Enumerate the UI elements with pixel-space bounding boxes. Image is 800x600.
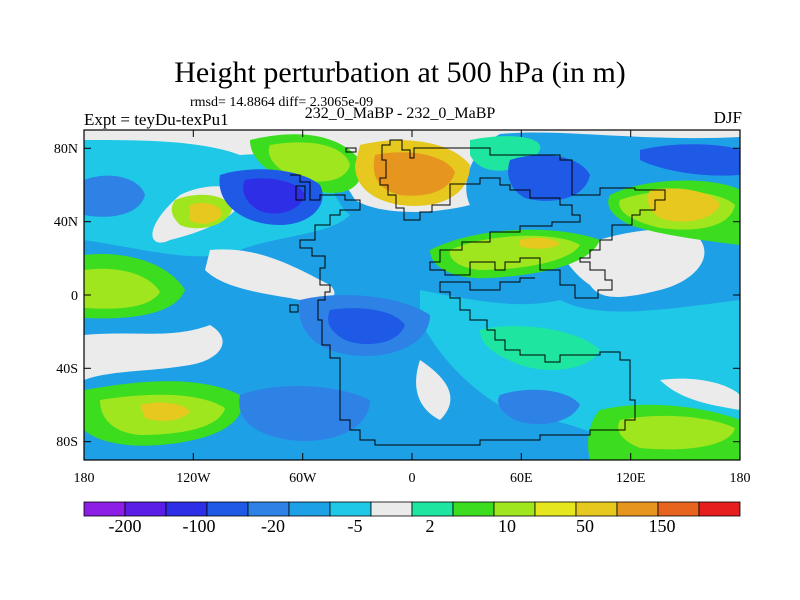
colorbar-swatch	[247, 501, 290, 517]
colorbar-swatch	[411, 501, 454, 517]
y-tick-label: 40N	[54, 215, 78, 230]
colorbar-swatch	[288, 501, 331, 517]
region-white-c	[84, 325, 223, 380]
region-yellow-ne	[647, 188, 720, 222]
y-tick-labels: 80N 40N 0 40S 80S	[54, 142, 78, 450]
region-green-s1	[480, 326, 600, 370]
colorbar-swatch	[124, 501, 167, 517]
colorbar-swatch	[698, 501, 741, 517]
colorbar-label: -200	[109, 516, 142, 536]
region-blue-c2	[328, 308, 405, 345]
region-white-b	[205, 249, 335, 302]
stats-line: rmsd= 14.8864 diff= 2.3065e-09	[190, 95, 374, 110]
region-yellow-e	[520, 237, 560, 249]
colorbar-swatch	[616, 501, 659, 517]
y-tick-label: 80N	[54, 142, 78, 157]
colorbar-label: -5	[348, 516, 363, 536]
y-tick-label: 40S	[56, 362, 78, 377]
experiment-label: Expt = teyDu-texPu1	[84, 110, 229, 129]
coastline-island-2	[289, 304, 299, 313]
season-label: DJF	[713, 108, 742, 127]
run-label: 232_0_MaBP - 232_0_MaBP	[304, 105, 496, 122]
x-tick-label: 120W	[176, 471, 211, 486]
colorbar-swatch	[370, 501, 413, 517]
colorbar-swatch	[206, 501, 249, 517]
region-ygreen-w	[84, 268, 160, 309]
colorbar-swatch	[329, 501, 372, 517]
coastline-island	[345, 147, 357, 153]
coastline-eurasia	[379, 139, 666, 299]
y-tick-label: 80S	[56, 435, 78, 450]
region-yellow-sw	[140, 402, 190, 421]
x-tick-marks	[83, 130, 741, 460]
region-blue-se	[498, 389, 580, 425]
region-blue-ne	[508, 155, 590, 201]
region-yellow-a	[190, 203, 222, 224]
x-tick-label: 180	[730, 471, 751, 486]
region-white-f	[660, 378, 740, 410]
coastline-americas	[290, 174, 636, 446]
colorbar-label: -20	[261, 516, 285, 536]
colorbar-swatch	[165, 501, 208, 517]
region-blue-s	[239, 385, 370, 441]
contour-field	[84, 130, 740, 460]
colorbar-swatch	[534, 501, 577, 517]
colorbar-labels: -200 -100 -20 -5 2 10 50 150	[109, 516, 676, 536]
region-blue-w	[84, 175, 145, 217]
x-tick-label: 120E	[616, 471, 646, 486]
region-dblue-nw	[243, 178, 305, 214]
x-tick-labels: 180 120W 60W 0 60E 120E 180	[74, 471, 751, 486]
colorbar-label: 2	[426, 516, 435, 536]
colorbar-label: 150	[649, 516, 676, 536]
colorbar-label: 10	[498, 516, 516, 536]
colorbar	[83, 501, 741, 517]
region-white-e	[416, 360, 451, 420]
colorbar-swatch	[83, 501, 126, 517]
coastline-island-3	[295, 185, 306, 201]
y-tick-label: 0	[71, 289, 78, 304]
colorbar-swatch	[452, 501, 495, 517]
colorbar-swatch	[657, 501, 700, 517]
region-ygreen-se	[618, 415, 735, 450]
region-blue-far-ne	[640, 144, 740, 176]
region-ygreen-n1	[268, 142, 350, 182]
x-tick-label: 180	[74, 471, 95, 486]
region-orange-n	[373, 152, 455, 196]
x-tick-label: 0	[409, 471, 416, 486]
colorbar-label: -100	[183, 516, 216, 536]
x-tick-label: 60W	[289, 471, 317, 486]
x-tick-label: 60E	[510, 471, 533, 486]
coastlines	[289, 139, 666, 446]
colorbar-swatch	[493, 501, 536, 517]
plot-title: Height perturbation at 500 hPa (in m)	[174, 56, 626, 89]
colorbar-swatch	[575, 501, 618, 517]
colorbar-label: 50	[576, 516, 594, 536]
y-tick-marks	[84, 147, 740, 443]
